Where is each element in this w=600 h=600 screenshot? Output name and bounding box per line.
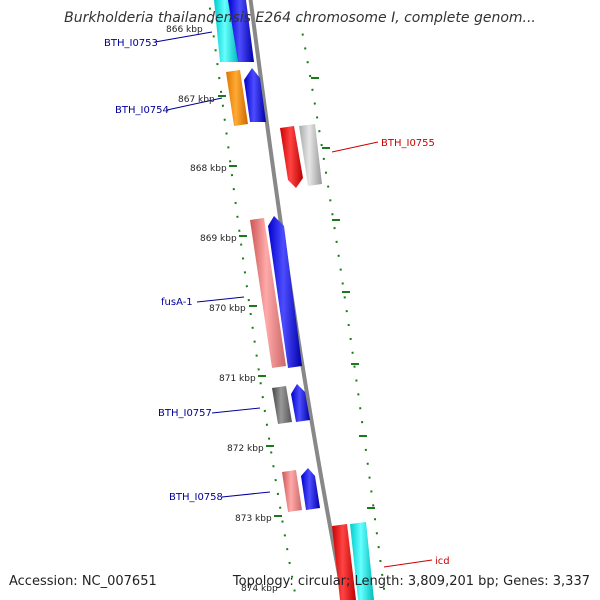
scale-label: 871 kbp bbox=[219, 374, 256, 384]
scale-label: 870 kbp bbox=[209, 304, 246, 314]
feature-icd-cds[interactable] bbox=[332, 524, 356, 600]
scale-label: 866 kbp bbox=[166, 25, 203, 35]
gene-labels: BTH_I0753 BTH_I0754 BTH_I0755 fusA-1 BTH… bbox=[104, 38, 450, 567]
feature-fusa-1-rrna[interactable] bbox=[250, 218, 286, 368]
map-title: Burkholderia thailandensis E264 chromoso… bbox=[64, 10, 536, 26]
gene-label-icd[interactable]: icd bbox=[435, 556, 450, 567]
gene-label-fusa-1[interactable]: fusA-1 bbox=[161, 297, 193, 308]
feature-bth-i0755-partner[interactable] bbox=[299, 124, 322, 186]
scale-label: 868 kbp bbox=[190, 164, 227, 174]
feature-bth-i0757-partner[interactable] bbox=[272, 386, 292, 424]
gene-label-bth-i0753[interactable]: BTH_I0753 bbox=[104, 38, 158, 49]
feature-bth-i0758-cds[interactable] bbox=[301, 468, 320, 510]
label-leaders bbox=[154, 31, 433, 568]
gene-label-bth-i0758[interactable]: BTH_I0758 bbox=[169, 492, 223, 503]
scale-labels: 866 kbp 867 kbp 868 kbp 869 kbp 870 kbp … bbox=[166, 25, 278, 594]
feature-bth-i0754-trna[interactable] bbox=[226, 70, 248, 126]
feature-bth-i0753-cds[interactable] bbox=[228, 0, 254, 62]
topology-text: Topology: circular; Length: 3,809,201 bp… bbox=[232, 574, 590, 589]
gene-label-bth-i0755[interactable]: BTH_I0755 bbox=[381, 138, 435, 149]
scale-ring-outer bbox=[299, 19, 387, 600]
scale-label: 874 kbp bbox=[241, 584, 278, 594]
accession-text: Accession: NC_007651 bbox=[9, 574, 157, 589]
gene-label-bth-i0757[interactable]: BTH_I0757 bbox=[158, 408, 212, 419]
scale-label: 867 kbp bbox=[178, 95, 215, 105]
feature-bth-i0754-cds[interactable] bbox=[244, 68, 266, 122]
scale-label: 873 kbp bbox=[235, 514, 272, 524]
feature-fusa-1-cds[interactable] bbox=[268, 216, 302, 368]
gene-label-bth-i0754[interactable]: BTH_I0754 bbox=[115, 105, 169, 116]
feature-bth-i0757-cds[interactable] bbox=[291, 384, 310, 422]
feature-icd-rrna[interactable] bbox=[350, 522, 374, 600]
scale-label: 872 kbp bbox=[227, 444, 264, 454]
scale-label: 869 kbp bbox=[200, 234, 237, 244]
scale-ticks bbox=[218, 77, 375, 517]
feature-bth-i0758-partner[interactable] bbox=[282, 470, 302, 512]
feature-bth-i0755-cds[interactable] bbox=[280, 126, 303, 188]
